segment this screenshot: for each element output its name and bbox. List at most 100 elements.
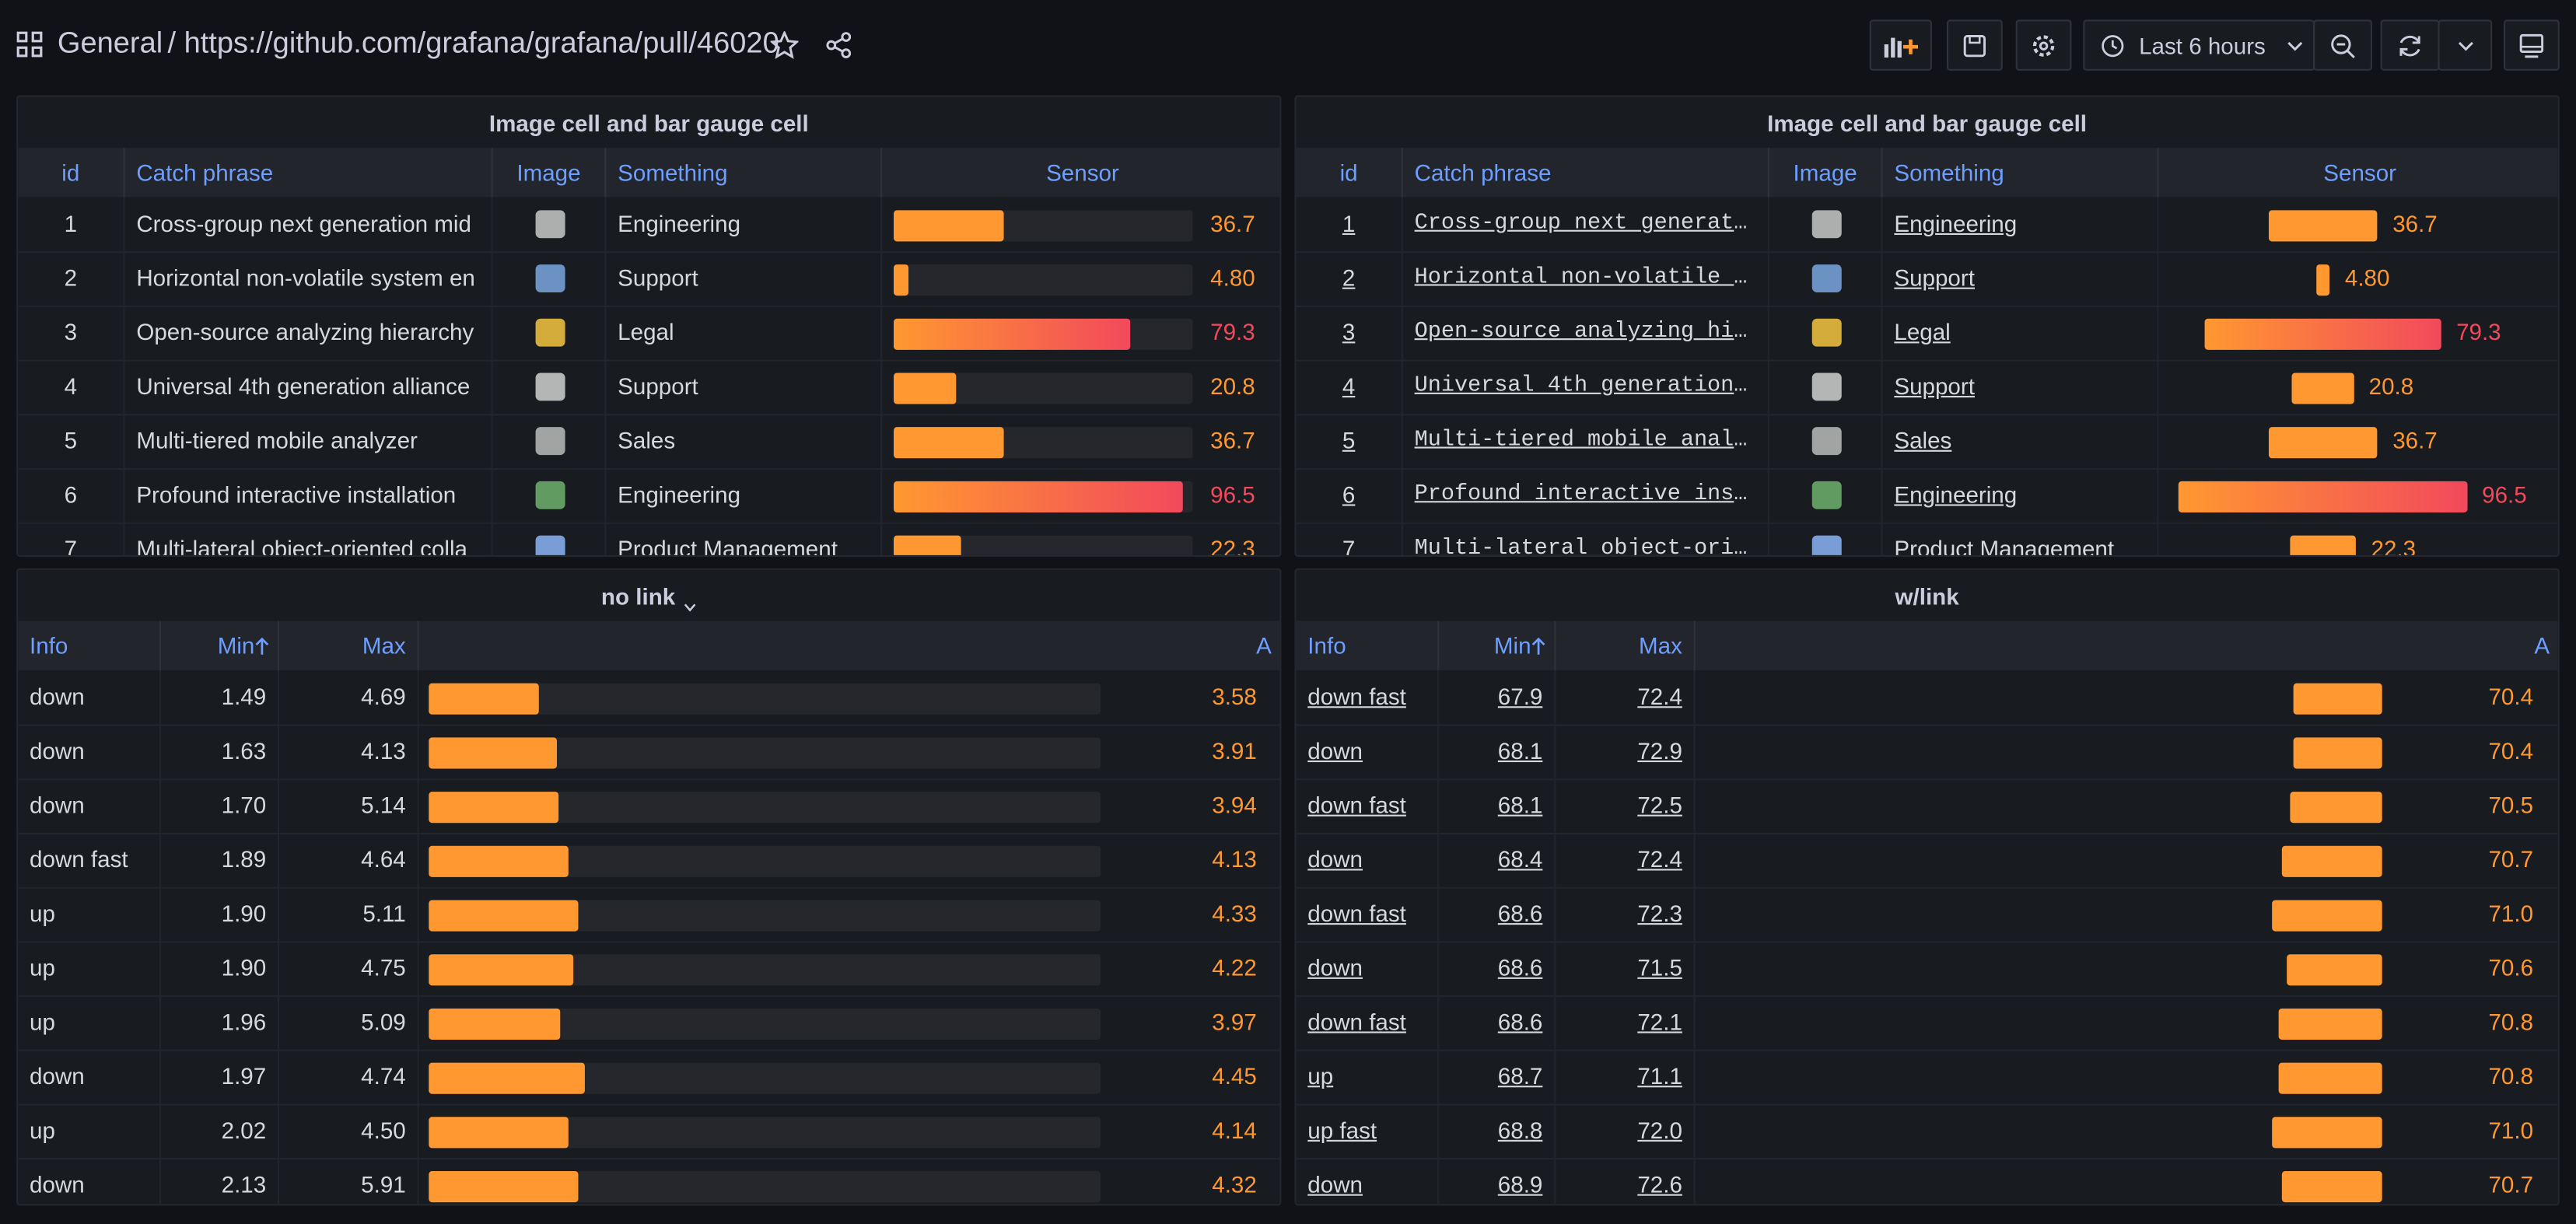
cell-link[interactable]: Profound interactive installation — [1403, 467, 1769, 523]
column-header[interactable]: Info — [18, 621, 161, 670]
refresh-button[interactable] — [2380, 19, 2440, 71]
cell-link[interactable]: up — [1297, 1049, 1440, 1104]
bar-gauge — [429, 737, 557, 769]
bar-gauge — [2268, 210, 2378, 242]
bar-gauge-value: 79.3 — [2456, 318, 2501, 345]
cell-link[interactable]: Product Management — [1883, 522, 2159, 555]
cell-link[interactable]: 71.1 — [1556, 1049, 1696, 1104]
cell-link[interactable]: 72.4 — [1556, 670, 1696, 725]
cell-link[interactable]: Legal — [1883, 305, 2159, 360]
column-header[interactable]: A — [1256, 632, 1272, 659]
column-header[interactable]: id — [18, 148, 125, 198]
cell-text: 1.90 — [161, 887, 280, 942]
bar-gauge-value: 70.5 — [2488, 792, 2534, 818]
table-row — [18, 1103, 1280, 1158]
tv-mode-button[interactable] — [2503, 19, 2560, 71]
cell-link[interactable]: 68.4 — [1439, 832, 1556, 887]
cell-link[interactable]: Multi-tiered mobile analyzer — [1403, 414, 1769, 468]
cell-link[interactable]: Support — [1883, 359, 2159, 414]
table-row — [1296, 522, 2558, 555]
cell-link[interactable]: Support — [1883, 251, 2159, 306]
cell-link[interactable]: 72.1 — [1556, 995, 1696, 1050]
cell-link[interactable]: down fast — [1297, 670, 1440, 725]
column-header[interactable]: Something — [606, 148, 883, 198]
column-header[interactable]: Max — [279, 621, 419, 670]
cell-link[interactable]: Cross-group next generation mid — [1403, 197, 1769, 252]
cell-link[interactable]: 6 — [1297, 467, 1403, 523]
cell-link[interactable]: down fast — [1297, 995, 1440, 1050]
panel-title-bar: Image cell and bar gauge cell — [1297, 97, 2558, 148]
cell-link[interactable]: up fast — [1297, 1103, 1440, 1159]
column-header[interactable]: Sensor — [2323, 159, 2397, 186]
dashboard-path[interactable]: / https://github.com/grafana/grafana/pul… — [167, 26, 779, 60]
cell-link[interactable]: 67.9 — [1439, 670, 1556, 725]
column-header[interactable]: Max — [1556, 621, 1696, 670]
column-header[interactable]: Catch phrase — [125, 148, 493, 198]
cell-link[interactable]: 72.9 — [1556, 724, 1696, 779]
cell-link[interactable]: 68.8 — [1439, 1103, 1556, 1159]
cell-link[interactable]: 72.5 — [1556, 778, 1696, 833]
column-header[interactable]: Image — [1769, 148, 1883, 198]
cell-link[interactable]: 5 — [1297, 414, 1403, 468]
cell-link[interactable]: Engineering — [1883, 467, 2159, 523]
dashboard-title[interactable]: General — [57, 26, 163, 60]
bar-gauge — [2272, 900, 2382, 932]
refresh-interval-button[interactable] — [2438, 19, 2493, 71]
cell-text: Multi-lateral object-oriented colla — [125, 522, 493, 555]
cell-link[interactable]: 71.5 — [1556, 941, 1696, 995]
cell-link[interactable]: 68.7 — [1439, 1049, 1556, 1104]
cell-link[interactable]: down — [1297, 941, 1440, 995]
panel-title: no link — [600, 582, 676, 609]
column-header[interactable]: Image — [493, 148, 607, 198]
zoom-out-button[interactable] — [2312, 19, 2373, 71]
time-picker[interactable]: Last 6 hours — [2083, 19, 2315, 71]
cell-link[interactable]: 72.3 — [1556, 887, 1696, 942]
cell-link[interactable]: 72.0 — [1556, 1103, 1696, 1159]
table-row — [18, 832, 1280, 887]
column-header[interactable]: A — [2534, 632, 2550, 659]
cell-link[interactable]: down — [1297, 724, 1440, 779]
cell-link[interactable]: down — [1297, 832, 1440, 887]
cell-link[interactable]: 4 — [1297, 359, 1403, 414]
apps-icon[interactable] — [16, 31, 43, 58]
column-header[interactable]: Something — [1883, 148, 2159, 198]
cell-link[interactable]: 68.1 — [1439, 778, 1556, 833]
column-header[interactable]: id — [1297, 148, 1403, 198]
cell-link[interactable]: 68.6 — [1439, 941, 1556, 995]
cell-link[interactable]: Open-source analyzing hierarchy — [1403, 305, 1769, 360]
cell-text: Cross-group next generation mid — [125, 197, 493, 252]
column-header[interactable]: Min — [1439, 621, 1556, 670]
cell-link[interactable]: 72.6 — [1556, 1158, 1696, 1205]
cell-link[interactable]: Sales — [1883, 414, 2159, 468]
cell-link[interactable]: Universal 4th generation alliance — [1403, 359, 1769, 414]
cell-link[interactable]: 68.6 — [1439, 887, 1556, 942]
column-header[interactable]: Min — [161, 621, 280, 670]
cell-link[interactable]: Horizontal non-volatile system en — [1403, 251, 1769, 306]
cell-link[interactable]: 2 — [1297, 251, 1403, 306]
cell-link[interactable]: Engineering — [1883, 197, 2159, 252]
cell-link[interactable]: 68.6 — [1439, 995, 1556, 1050]
cell-text: Support — [606, 359, 883, 414]
column-header[interactable]: Sensor — [1046, 159, 1119, 186]
cell-link[interactable]: 7 — [1297, 522, 1403, 555]
star-icon[interactable] — [770, 31, 799, 59]
cell-link[interactable]: 1 — [1297, 197, 1403, 252]
cell-link[interactable]: 3 — [1297, 305, 1403, 360]
table-row — [1296, 359, 2558, 414]
column-header[interactable]: Catch phrase — [1403, 148, 1769, 198]
cell-text: 2.13 — [161, 1158, 280, 1205]
share-icon[interactable] — [824, 31, 852, 59]
cell-link[interactable]: Multi-lateral object-oriented colla — [1403, 522, 1769, 555]
settings-button[interactable] — [2015, 19, 2072, 71]
cell-link[interactable]: down fast — [1297, 887, 1440, 942]
add-panel-button[interactable] — [1869, 19, 1932, 71]
save-button[interactable] — [1946, 19, 2003, 71]
cell-link[interactable]: 68.9 — [1439, 1158, 1556, 1205]
cell-link[interactable]: 68.1 — [1439, 724, 1556, 779]
cell-link[interactable]: down — [1297, 1158, 1440, 1205]
column-header[interactable]: Info — [1297, 621, 1440, 670]
cell-link[interactable]: 72.4 — [1556, 832, 1696, 887]
cell-text: down — [18, 724, 161, 779]
cell-link[interactable]: down fast — [1297, 778, 1440, 833]
